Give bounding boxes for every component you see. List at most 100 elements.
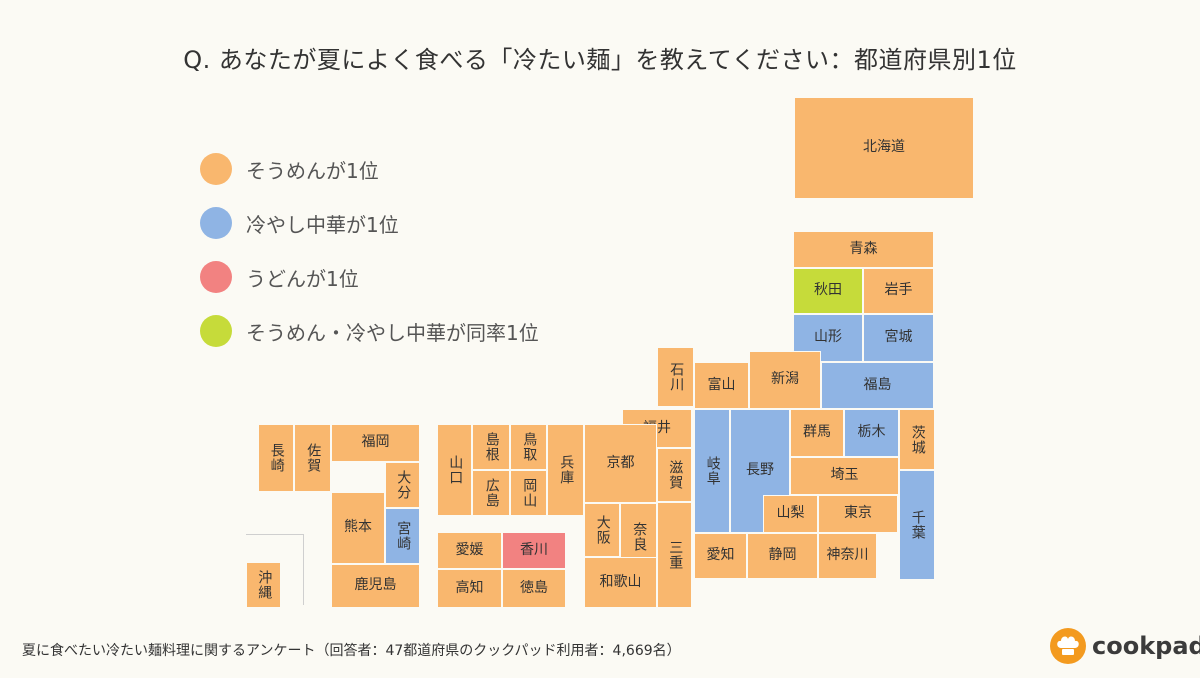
prefecture-富山: 富山 <box>694 362 749 409</box>
prefecture-label: 石川 <box>668 362 685 392</box>
prefecture-label: 大阪 <box>594 515 611 545</box>
prefecture-label: 鹿児島 <box>354 577 397 594</box>
prefecture-label: 徳島 <box>520 579 548 596</box>
prefecture-鹿児島: 鹿児島 <box>331 564 420 608</box>
prefecture-静岡: 静岡 <box>747 533 818 579</box>
prefecture-label: 沖縄 <box>256 570 273 600</box>
prefecture-北海道: 北海道 <box>794 97 974 199</box>
prefecture-鳥取: 鳥取 <box>510 424 547 470</box>
legend-label: そうめん・冷やし中華が同率1位 <box>246 320 539 345</box>
prefecture-徳島: 徳島 <box>502 569 566 608</box>
prefecture-新潟: 新潟 <box>749 351 821 409</box>
prefecture-香川: 香川 <box>502 532 566 569</box>
prefecture-label: 広島 <box>483 478 500 508</box>
prefecture-滋賀: 滋賀 <box>657 448 692 502</box>
cookpad-wordmark: cookpad <box>1092 632 1200 660</box>
prefecture-label: 長崎 <box>268 443 285 473</box>
prefecture-label: 福岡 <box>361 434 390 451</box>
legend: そうめんが1位 冷やし中華が1位 うどんが1位 そうめん・冷やし中華が同率1位 <box>200 142 539 358</box>
prefecture-label: 岡山 <box>521 478 538 508</box>
prefecture-label: 宮崎 <box>395 521 412 551</box>
prefecture-岩手: 岩手 <box>863 268 934 314</box>
survey-footnote: 夏に食べたい冷たい麺料理に関するアンケート（回答者：47都道府県のクックパッド利… <box>22 643 681 659</box>
prefecture-label: 大分 <box>395 470 412 500</box>
okinawa-divider <box>246 534 304 605</box>
prefecture-label: 福島 <box>863 376 892 393</box>
prefecture-label: 京都 <box>606 454 635 471</box>
prefecture-label: 茨城 <box>909 424 926 455</box>
legend-label: うどんが1位 <box>246 266 359 291</box>
prefecture-label: 鳥取 <box>521 432 538 462</box>
prefecture-神奈川: 神奈川 <box>818 533 877 579</box>
prefecture-島根: 島根 <box>472 424 510 470</box>
prefecture-label: 熊本 <box>344 519 372 536</box>
prefecture-兵庫: 兵庫 <box>547 424 584 516</box>
prefecture-熊本: 熊本 <box>331 492 385 564</box>
prefecture-三重: 三重 <box>657 502 692 608</box>
prefecture-label: 静岡 <box>768 547 797 564</box>
prefecture-広島: 広島 <box>472 470 510 516</box>
legend-item-udon: うどんが1位 <box>200 250 539 304</box>
prefecture-label: 滋賀 <box>667 460 684 490</box>
prefecture-岐阜: 岐阜 <box>694 409 730 533</box>
prefecture-label: 岐阜 <box>704 456 721 486</box>
prefecture-label: 和歌山 <box>599 573 642 590</box>
prefecture-山梨: 山梨 <box>763 495 818 533</box>
prefecture-秋田: 秋田 <box>793 268 863 314</box>
prefecture-愛媛: 愛媛 <box>437 532 502 569</box>
prefecture-label: 群馬 <box>803 424 831 441</box>
page-title: Q. あなたが夏によく食べる「冷たい麺」を教えてください：都道府県別1位 <box>183 46 1017 74</box>
prefecture-label: 島根 <box>483 432 500 462</box>
prefecture-label: 山梨 <box>776 505 805 522</box>
prefecture-大分: 大分 <box>385 462 420 508</box>
prefecture-label: 千葉 <box>909 510 926 540</box>
prefecture-label: 山形 <box>814 329 842 346</box>
prefecture-埼玉: 埼玉 <box>790 457 899 495</box>
prefecture-東京: 東京 <box>818 495 898 533</box>
legend-item-hiyashi: 冷やし中華が1位 <box>200 196 539 250</box>
prefecture-label: 東京 <box>844 505 872 522</box>
prefecture-宮崎: 宮崎 <box>385 508 420 564</box>
prefecture-label: 北海道 <box>863 139 905 156</box>
prefecture-label: 山口 <box>447 455 464 485</box>
prefecture-label: 岩手 <box>884 282 913 299</box>
prefecture-宮城: 宮城 <box>863 314 934 362</box>
prefecture-佐賀: 佐賀 <box>294 424 331 492</box>
legend-dot-udon <box>200 261 232 293</box>
prefecture-京都: 京都 <box>584 424 657 503</box>
prefecture-label: 愛知 <box>706 547 735 564</box>
prefecture-大阪: 大阪 <box>584 503 620 557</box>
prefecture-label: 三重 <box>667 540 684 570</box>
prefecture-高知: 高知 <box>437 569 502 608</box>
prefecture-沖縄: 沖縄 <box>246 562 281 608</box>
prefecture-label: 兵庫 <box>558 455 575 485</box>
prefecture-label: 神奈川 <box>826 547 869 564</box>
prefecture-label: 奈良 <box>631 521 648 552</box>
prefecture-label: 高知 <box>455 579 484 596</box>
prefecture-茨城: 茨城 <box>899 409 935 470</box>
prefecture-群馬: 群馬 <box>790 409 844 457</box>
prefecture-福島: 福島 <box>821 362 934 409</box>
prefecture-千葉: 千葉 <box>899 470 935 580</box>
legend-item-tie: そうめん・冷やし中華が同率1位 <box>200 304 539 358</box>
prefecture-label: 長野 <box>746 462 774 479</box>
prefecture-栃木: 栃木 <box>844 409 899 457</box>
prefecture-label: 佐賀 <box>305 443 322 473</box>
prefecture-label: 宮城 <box>884 329 913 346</box>
prefecture-青森: 青森 <box>793 231 934 268</box>
legend-item-somen: そうめんが1位 <box>200 142 539 196</box>
prefecture-label: 香川 <box>520 541 548 558</box>
prefecture-愛知: 愛知 <box>694 533 747 579</box>
legend-dot-somen <box>200 153 232 185</box>
prefecture-label: 富山 <box>707 376 736 393</box>
chef-hat-icon <box>1050 628 1086 664</box>
legend-label: 冷やし中華が1位 <box>246 212 399 237</box>
prefecture-label: 埼玉 <box>830 467 859 484</box>
prefecture-福岡: 福岡 <box>331 424 420 462</box>
cookpad-logo: cookpad <box>1050 628 1200 664</box>
prefecture-label: 秋田 <box>814 282 842 299</box>
prefecture-和歌山: 和歌山 <box>584 557 657 608</box>
legend-dot-hiyashi <box>200 207 232 239</box>
prefecture-label: 青森 <box>849 240 878 257</box>
prefecture-山口: 山口 <box>437 424 472 516</box>
